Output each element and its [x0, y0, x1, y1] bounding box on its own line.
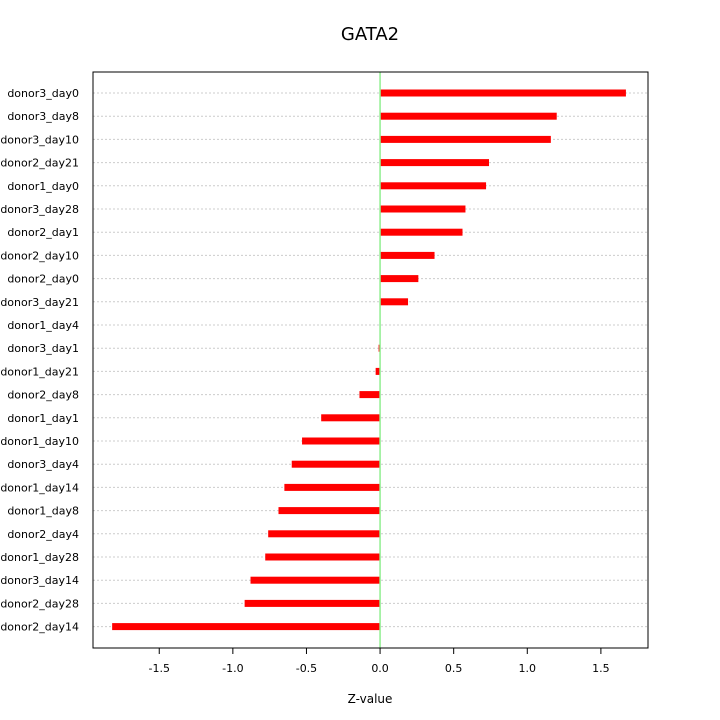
y-tick-label: donor3_day14: [0, 574, 79, 587]
y-tick-label: donor1_day4: [7, 319, 79, 332]
chart-title: GATA2: [341, 24, 399, 45]
bar: [244, 599, 381, 607]
plot-frame: [92, 71, 649, 649]
bar: [302, 437, 381, 445]
y-tick-label: donor1_day1: [7, 412, 79, 425]
bars: [112, 89, 626, 631]
y-tick-label: donor3_day21: [0, 296, 79, 309]
y-tick-label: donor3_day28: [0, 203, 79, 216]
y-tick-label: donor2_day10: [0, 249, 79, 262]
bar: [112, 623, 381, 631]
bar: [380, 159, 490, 167]
y-tick-label: donor2_day28: [0, 597, 79, 610]
y-tick-labels: donor3_day0 donor3_day8 donor3_day10 donor2…: [0, 87, 79, 634]
bar: [268, 530, 381, 538]
y-tick-label: donor1_day8: [7, 505, 79, 518]
y-tick-label: donor3_day1: [7, 342, 79, 355]
y-tick-label: donor2_day4: [7, 528, 79, 541]
bar: [375, 367, 381, 375]
x-tick-label: -1.5: [149, 662, 170, 675]
x-axis: -1.5 -1.0 -0.5 0.0 0.5 1.0 1.5: [149, 648, 610, 675]
bar: [380, 275, 419, 283]
bar: [380, 251, 435, 259]
bar: [380, 135, 551, 143]
y-tick-label: donor2_day21: [0, 157, 79, 170]
x-axis-label: Z-value: [348, 692, 393, 706]
y-tick-label: donor1_day21: [0, 365, 79, 378]
grid-lines: [93, 92, 648, 628]
x-tick-label: 1.5: [592, 662, 610, 675]
bar: [380, 89, 626, 97]
x-tick-label: -1.0: [222, 662, 243, 675]
y-tick-label: donor2_day14: [0, 621, 79, 634]
bar: [380, 205, 466, 213]
bar: [380, 228, 463, 236]
x-tick-label: 0.5: [445, 662, 463, 675]
y-tick-label: donor3_day8: [7, 110, 79, 123]
bar: [380, 298, 409, 306]
bar: [265, 553, 381, 561]
y-tick-label: donor1_day28: [0, 551, 79, 564]
x-tick-label: 0.0: [371, 662, 389, 675]
bar: [359, 391, 381, 399]
x-tick-label: 1.0: [519, 662, 537, 675]
bar: [291, 460, 381, 468]
y-tick-label: donor2_day1: [7, 226, 79, 239]
x-tick-label: -0.5: [296, 662, 317, 675]
y-tick-label: donor3_day10: [0, 133, 79, 146]
y-tick-label: donor1_day14: [0, 481, 79, 494]
bar: [380, 112, 557, 120]
bar: [278, 507, 381, 515]
bar: [380, 182, 487, 190]
y-tick-label: donor2_day8: [7, 389, 79, 402]
bar: [284, 483, 381, 491]
y-tick-label: donor2_day0: [7, 273, 79, 286]
y-tick-label: donor3_day4: [7, 458, 79, 471]
y-tick-label: donor1_day0: [7, 180, 79, 193]
y-tick-label: donor1_day10: [0, 435, 79, 448]
y-tick-label: donor3_day0: [7, 87, 79, 100]
bar: [321, 414, 381, 422]
bar: [250, 576, 381, 584]
